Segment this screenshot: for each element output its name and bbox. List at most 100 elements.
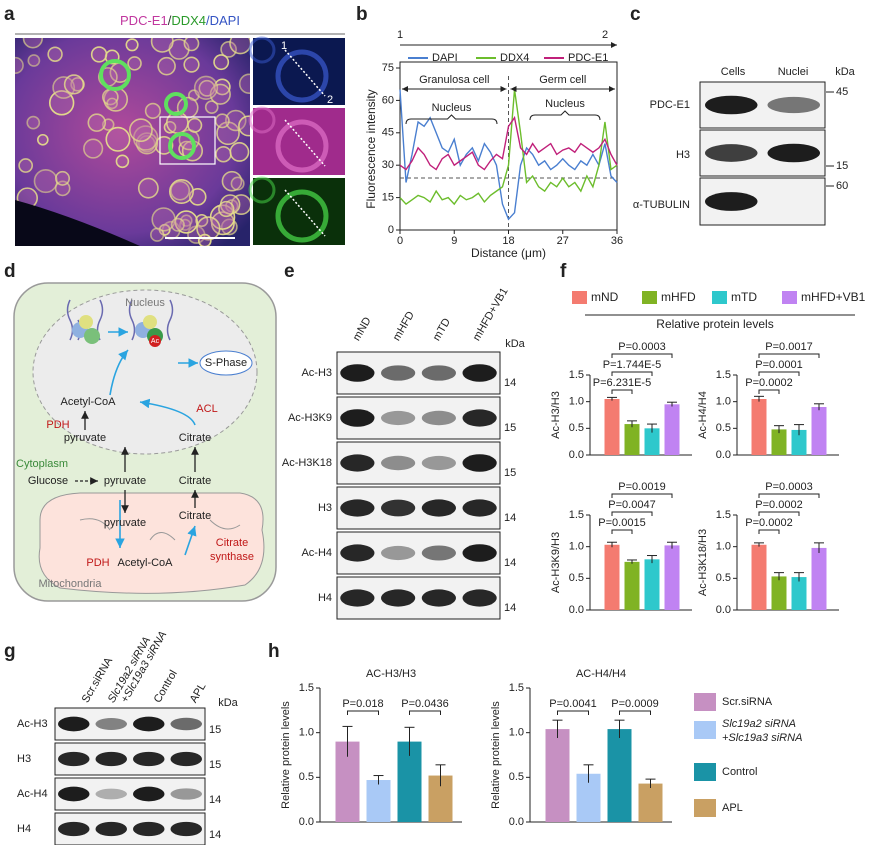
- legend-swatch: [572, 291, 587, 304]
- band: [381, 499, 416, 517]
- diagram-node: synthase: [210, 551, 254, 563]
- band: [421, 589, 456, 607]
- lane-label: mHFD: [391, 309, 417, 343]
- cell: [170, 217, 185, 232]
- cell: [137, 135, 156, 153]
- band: [462, 454, 497, 472]
- cell: [27, 54, 41, 67]
- row-label: H3: [17, 753, 31, 765]
- legend-swatch: [694, 693, 716, 711]
- band: [170, 717, 202, 731]
- significance-bracket: [347, 710, 379, 715]
- band: [462, 499, 497, 517]
- inset-cell: [275, 49, 329, 103]
- band: [462, 589, 497, 607]
- panel-label: g: [4, 641, 16, 662]
- cell: [15, 56, 24, 74]
- diagram-node: Cytoplasm: [16, 458, 68, 470]
- y-tick-label: 15: [382, 192, 394, 204]
- row-label: H3: [676, 149, 690, 161]
- inset: [253, 108, 345, 175]
- y-tick-label: 0.5: [299, 771, 314, 783]
- band: [421, 455, 456, 471]
- cell: [115, 154, 130, 169]
- legend-label: mHFD: [661, 290, 696, 304]
- brace: [529, 110, 601, 121]
- band: [462, 364, 497, 382]
- y-axis-label: Ac-H3K9/H3: [550, 532, 562, 593]
- row-label: Ac-H3: [301, 367, 332, 379]
- inset-cell: [248, 176, 276, 204]
- chart-title: AC-H4/H4: [576, 668, 626, 680]
- p-value: P=0.0002: [745, 377, 792, 389]
- cell: [33, 169, 58, 194]
- micrograph-bg: [15, 38, 250, 246]
- x-tick-label: 0: [397, 235, 403, 247]
- bar: [644, 559, 660, 610]
- legend-swatch: [694, 763, 716, 781]
- inset: [253, 178, 345, 245]
- band: [462, 409, 497, 427]
- row-label: α-TUBULIN: [633, 199, 690, 211]
- row-label: PDC-E1: [650, 99, 690, 111]
- band: [421, 365, 456, 381]
- brace: [405, 114, 498, 125]
- inset-mark: 1: [281, 40, 287, 52]
- legend-swatch: [694, 721, 716, 739]
- p-value: P=0.0436: [401, 698, 448, 710]
- band: [95, 718, 127, 730]
- p-value: P=0.018: [342, 698, 383, 710]
- band: [340, 454, 375, 472]
- cell: [215, 145, 232, 163]
- inset-cell: [248, 106, 276, 134]
- cell: [220, 41, 237, 58]
- band: [170, 788, 202, 800]
- cell: [150, 38, 174, 53]
- band: [705, 144, 758, 162]
- diagram-node: Acetyl-CoA: [60, 396, 116, 408]
- diagram-node: Citrate: [179, 475, 211, 487]
- p-value: P=0.0047: [608, 499, 655, 511]
- row-label: H4: [318, 592, 332, 604]
- band: [95, 751, 127, 767]
- cell: [179, 218, 192, 231]
- diagram-node: Ac: [151, 338, 160, 345]
- legend-label: Scr.siRNA: [722, 696, 773, 708]
- lane-label: Control: [152, 668, 180, 705]
- significance-bracket: [611, 511, 653, 516]
- legend-swatch: [642, 291, 657, 304]
- germ-cell: [99, 59, 131, 91]
- panel-label: b: [356, 4, 368, 25]
- bar: [811, 547, 827, 610]
- cell: [106, 97, 118, 110]
- significance-bracket: [758, 511, 800, 516]
- legend-label: mHFD+VB1: [801, 290, 866, 304]
- cell: [229, 38, 250, 55]
- diagram-node: Glucose: [28, 475, 68, 487]
- legend-label: APL: [722, 802, 743, 814]
- band: [705, 95, 758, 115]
- y-tick-label: 60: [382, 94, 394, 106]
- marker-label: 15: [209, 724, 221, 736]
- band: [381, 365, 416, 381]
- panel-label: h: [268, 641, 280, 662]
- band: [421, 410, 456, 426]
- significance-bracket: [611, 353, 673, 358]
- bar: [644, 428, 660, 455]
- legend-swatch: [782, 291, 797, 304]
- significance-bracket: [611, 529, 633, 534]
- band: [170, 751, 202, 767]
- y-tick-label: 0.5: [569, 422, 584, 434]
- zoom-box: [159, 116, 216, 165]
- cell: [238, 115, 250, 137]
- y-tick-label: 0.0: [509, 816, 524, 828]
- y-tick-label: 1.0: [569, 396, 584, 408]
- band: [705, 192, 758, 211]
- cell: [125, 38, 139, 52]
- cell: [187, 117, 203, 133]
- diagram-node: Citrate: [179, 432, 211, 444]
- cell: [204, 100, 219, 114]
- marker-label: 14: [504, 377, 516, 389]
- cell: [214, 113, 230, 129]
- cell: [36, 133, 49, 146]
